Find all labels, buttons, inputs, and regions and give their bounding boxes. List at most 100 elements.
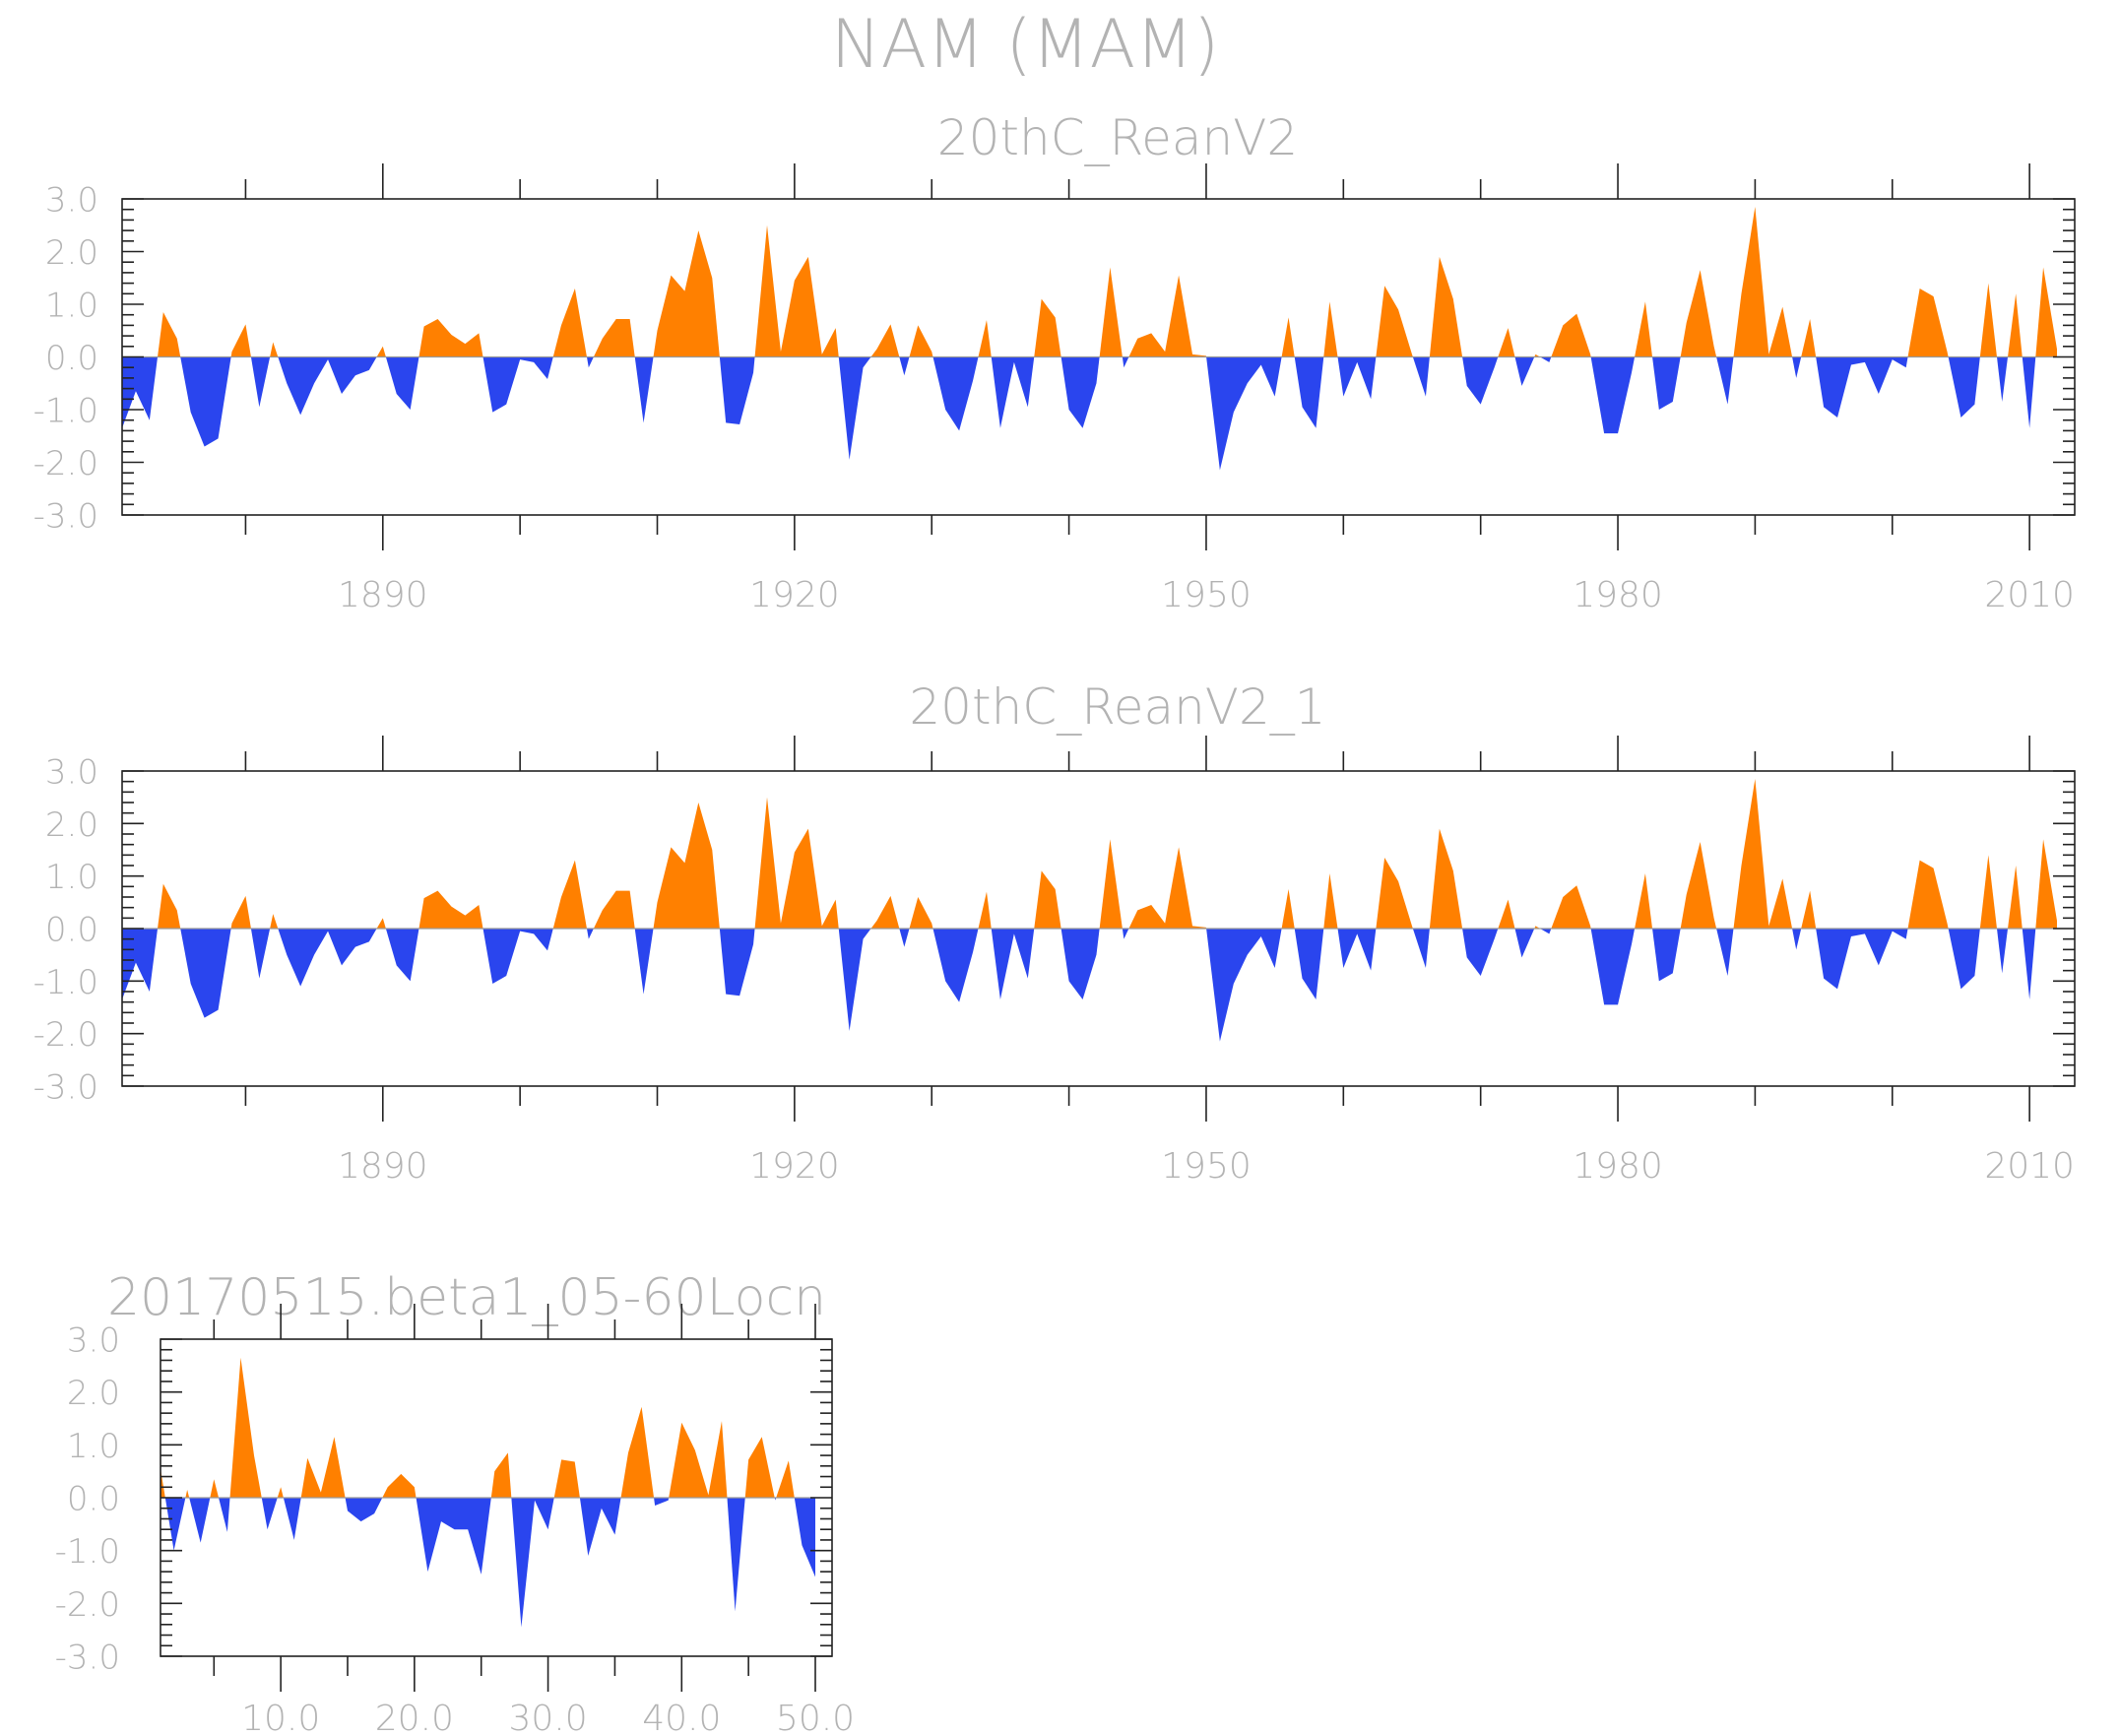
panel-title: 20thC_ReanV2 bbox=[937, 109, 1298, 166]
positive-anomaly-area bbox=[230, 895, 251, 929]
negative-anomaly-area bbox=[991, 356, 1035, 428]
positive-anomaly-area bbox=[270, 342, 279, 357]
x-tick-label: 2010 bbox=[1984, 575, 2075, 615]
positive-anomaly-area bbox=[158, 312, 181, 357]
negative-anomaly-area bbox=[1122, 356, 1129, 368]
negative-anomaly-area bbox=[278, 356, 377, 416]
positive-anomaly-area bbox=[300, 1437, 346, 1498]
negative-anomaly-area bbox=[654, 1498, 670, 1507]
positive-anomaly-area bbox=[552, 860, 587, 929]
negative-anomaly-area bbox=[1590, 356, 1636, 434]
negative-anomaly-area bbox=[180, 356, 231, 447]
positive-anomaly-area bbox=[270, 914, 279, 929]
negative-anomaly-area bbox=[250, 929, 271, 979]
positive-anomaly-area bbox=[1281, 889, 1295, 929]
positive-anomaly-area bbox=[1551, 313, 1591, 357]
positive-anomaly-area bbox=[593, 318, 635, 357]
positive-anomaly-area bbox=[870, 324, 900, 357]
negative-anomaly-area bbox=[586, 929, 594, 939]
negative-anomaly-area bbox=[1294, 929, 1324, 999]
negative-anomaly-area bbox=[1996, 929, 2009, 974]
y-tick-label: 0.0 bbox=[45, 911, 98, 950]
negative-anomaly-area bbox=[2022, 356, 2036, 428]
negative-anomaly-area bbox=[189, 1498, 211, 1543]
positive-anomaly-area bbox=[2008, 293, 2023, 357]
positive-anomaly-area bbox=[754, 797, 839, 929]
negative-anomaly-area bbox=[1412, 929, 1430, 968]
positive-anomaly-area bbox=[1429, 256, 1463, 357]
x-tick-label: 10.0 bbox=[241, 1699, 320, 1736]
negative-anomaly-area bbox=[385, 356, 419, 410]
positive-anomaly-area bbox=[978, 891, 992, 929]
x-tick-label: 40.0 bbox=[642, 1699, 721, 1736]
positive-anomaly-area bbox=[418, 890, 483, 929]
positive-anomaly-area bbox=[382, 1473, 417, 1498]
y-tick-label: 2.0 bbox=[45, 805, 98, 845]
negative-anomaly-area bbox=[250, 356, 271, 408]
y-tick-label: 3.0 bbox=[45, 753, 98, 793]
x-tick-label: 1950 bbox=[1161, 1146, 1252, 1187]
y-tick-label: -3.0 bbox=[33, 1068, 98, 1108]
positive-anomaly-area bbox=[1429, 828, 1463, 929]
positive-anomaly-area bbox=[210, 1479, 220, 1498]
negative-anomaly-area bbox=[838, 356, 871, 460]
negative-anomaly-area bbox=[482, 929, 553, 984]
panel-beta1-05-60Locn: 20170515.beta1_05-60Locn 3.0 2.0 1.0 0.0 -1.… bbox=[55, 1268, 855, 1736]
positive-anomaly-area bbox=[1376, 286, 1413, 357]
x-tick-label: 50.0 bbox=[776, 1699, 855, 1736]
negative-anomaly-area bbox=[1206, 356, 1282, 471]
positive-anomaly-area bbox=[1680, 270, 1717, 357]
negative-anomaly-area bbox=[586, 356, 594, 368]
negative-anomaly-area bbox=[1060, 929, 1100, 999]
positive-anomaly-area bbox=[1635, 301, 1653, 357]
y-tick-label: 3.0 bbox=[67, 1321, 120, 1361]
positive-anomaly-area bbox=[1498, 899, 1515, 929]
positive-anomaly-area bbox=[552, 288, 587, 357]
positive-anomaly-area bbox=[2008, 866, 2023, 929]
positive-anomaly-area bbox=[230, 324, 251, 357]
positive-anomaly-area bbox=[2035, 267, 2057, 357]
positive-anomaly-area bbox=[870, 895, 900, 929]
x-tick-label: 1920 bbox=[749, 1146, 840, 1187]
positive-anomaly-area bbox=[593, 890, 635, 929]
positive-anomaly-area bbox=[1281, 317, 1295, 357]
negative-anomaly-area bbox=[2022, 929, 2036, 999]
negative-anomaly-area bbox=[1206, 929, 1282, 1042]
y-tick-label: -3.0 bbox=[55, 1639, 120, 1678]
positive-anomaly-area bbox=[1635, 873, 1653, 929]
negative-anomaly-area bbox=[774, 1498, 777, 1501]
y-tick-label: 2.0 bbox=[67, 1374, 120, 1413]
negative-anomaly-area bbox=[634, 356, 654, 423]
positive-anomaly-area bbox=[1498, 328, 1515, 357]
negative-anomaly-area bbox=[1462, 356, 1499, 405]
positive-anomaly-area bbox=[653, 230, 720, 357]
positive-anomaly-area bbox=[1733, 779, 1793, 929]
negative-anomaly-area bbox=[991, 929, 1035, 999]
negative-anomaly-area bbox=[1716, 929, 1734, 976]
y-tick-label: -2.0 bbox=[33, 444, 98, 483]
positive-anomaly-area bbox=[1323, 873, 1338, 929]
negative-anomaly-area bbox=[180, 929, 231, 1018]
positive-anomaly-area bbox=[490, 1452, 512, 1498]
negative-anomaly-area bbox=[1412, 356, 1430, 397]
y-tick-label: 3.0 bbox=[45, 181, 98, 221]
negative-anomaly-area bbox=[219, 1498, 230, 1532]
negative-anomaly-area bbox=[719, 356, 755, 424]
panel-title: 20thC_ReanV2_1 bbox=[909, 678, 1325, 736]
y-tick-label: -2.0 bbox=[55, 1585, 120, 1625]
positive-anomaly-area bbox=[418, 318, 483, 357]
positive-anomaly-area bbox=[553, 1459, 580, 1498]
x-tick-label: 2010 bbox=[1984, 1146, 2075, 1187]
negative-anomaly-area bbox=[1540, 356, 1552, 362]
negative-anomaly-area bbox=[932, 929, 979, 1002]
negative-anomaly-area bbox=[1816, 929, 1908, 990]
negative-anomaly-area bbox=[1792, 356, 1802, 378]
panel-20thC-ReanV2: 20thC_ReanV2 3.0 2.0 1.0 0.0 -1.0 -2.0 -3.0 189… bbox=[33, 109, 2076, 615]
negative-anomaly-area bbox=[1337, 929, 1377, 971]
negative-anomaly-area bbox=[899, 929, 910, 947]
y-tick-label: 1.0 bbox=[45, 858, 98, 897]
negative-anomaly-area bbox=[1122, 929, 1129, 939]
panel-title: 20170515.beta1_05-60Locn bbox=[107, 1268, 826, 1327]
positive-anomaly-area bbox=[1376, 858, 1413, 929]
